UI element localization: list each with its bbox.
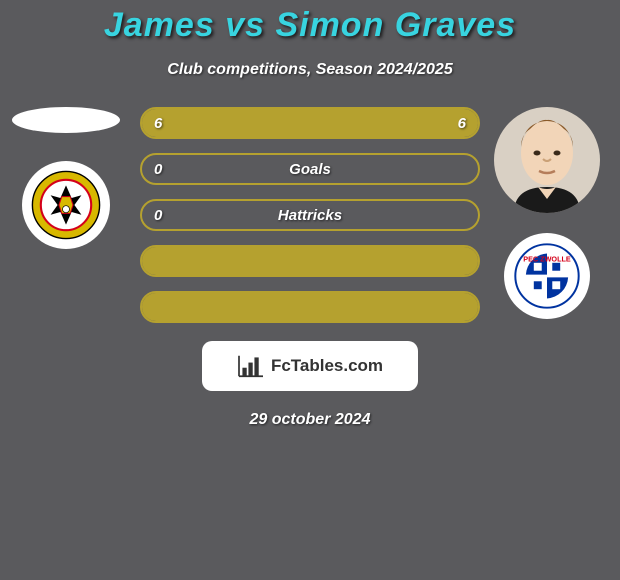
comparison-card: James vs Simon Graves Club competitions,… [0, 0, 620, 429]
stat-left-value: 0 [154, 207, 162, 224]
stat-bars: 6Matches6 0 Goals 0 Hattricks Goals per match… [140, 107, 480, 323]
stat-bar: Goals per match [140, 245, 480, 277]
player-left-column [6, 107, 126, 249]
stat-label: Hattricks [278, 207, 342, 224]
date-label: 29 october 2024 [0, 411, 620, 429]
chart-icon [237, 354, 265, 378]
stat-right-value: 6 [458, 115, 466, 132]
stats-area: PEC ZWOLLE 6Matches6 0 Goals 0 Hattricks Goal… [0, 107, 620, 429]
player-left-avatar-placeholder [12, 107, 120, 133]
stat-bar: Min per goal [140, 291, 480, 323]
pec-zwolle-crest-icon: PEC ZWOLLE [514, 243, 580, 309]
stat-bar: 0 Goals [140, 153, 480, 185]
watermark: FcTables.com [202, 341, 418, 391]
stat-label: Goals [289, 161, 331, 178]
stat-bar: 0 Hattricks [140, 199, 480, 231]
go-ahead-eagles-crest-icon [31, 170, 101, 240]
stat-left-value: 6 [154, 115, 162, 132]
player-right-column: PEC ZWOLLE [492, 107, 602, 319]
page-title: James vs Simon Graves [0, 6, 620, 45]
subtitle: Club competitions, Season 2024/2025 [0, 61, 620, 79]
club-crest-left [22, 161, 110, 249]
club-crest-right: PEC ZWOLLE [504, 233, 590, 319]
stat-left-value: 0 [154, 161, 162, 178]
svg-text:PEC ZWOLLE: PEC ZWOLLE [523, 254, 571, 263]
stat-bar: 6Matches6 [140, 107, 480, 139]
watermark-text: FcTables.com [271, 356, 383, 376]
player-right-avatar [494, 107, 600, 213]
